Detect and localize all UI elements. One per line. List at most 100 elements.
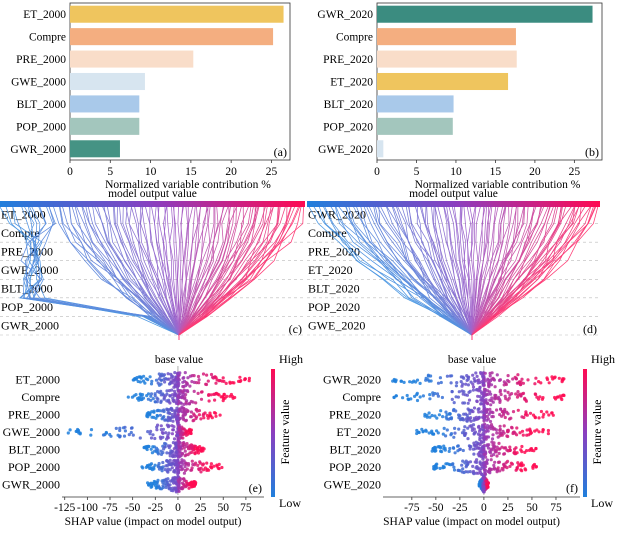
feature-label: GWE_2000 — [1, 263, 58, 277]
shap-point — [488, 419, 493, 424]
shap-point — [506, 412, 510, 416]
shap-point — [468, 418, 472, 422]
shap-point — [202, 416, 206, 420]
shap-point — [182, 477, 186, 481]
shap-point — [483, 426, 487, 430]
shap-point — [510, 392, 514, 396]
shap-point — [418, 395, 422, 399]
shap-point — [490, 415, 494, 419]
shap-point — [209, 393, 213, 397]
shap-point — [153, 436, 157, 441]
shap-point — [139, 393, 143, 397]
shap-point — [199, 397, 204, 401]
shap-point — [168, 454, 172, 458]
decision-line — [471, 204, 599, 340]
x-axis-label: SHAP value (impact on model output) — [383, 516, 560, 528]
shap-point — [516, 390, 520, 394]
shap-point — [155, 396, 159, 400]
shap-point — [190, 380, 194, 384]
shap-point — [547, 413, 551, 417]
shap-point — [482, 440, 486, 444]
decision-panel-c: model output value ET_2000 Compre PRE_2000 G… — [0, 188, 305, 366]
feature-label: POP_2000 — [8, 460, 60, 474]
shap-point — [462, 428, 466, 432]
shap-point — [486, 381, 490, 385]
shap-point — [472, 377, 476, 381]
shap-point — [478, 395, 482, 399]
shap-point — [148, 375, 152, 379]
shap-point — [516, 393, 520, 397]
shap-point — [484, 479, 488, 483]
shap-point — [392, 395, 396, 400]
shap-point — [171, 378, 175, 382]
shap-point — [510, 425, 514, 429]
shap-point — [481, 383, 485, 387]
shap-point — [491, 400, 495, 404]
shap-point — [415, 378, 420, 382]
shap-point — [435, 416, 439, 420]
feature-label: ET_2020 — [308, 263, 353, 277]
feature-dots — [477, 474, 490, 494]
shap-point — [475, 444, 479, 448]
shap-point — [466, 437, 470, 441]
shap-point — [164, 464, 168, 468]
shap-point — [521, 381, 526, 385]
shap-point — [496, 466, 500, 470]
panel-label: (e) — [249, 481, 262, 495]
shap-point — [453, 431, 457, 435]
shap-point — [465, 463, 469, 468]
shap-point — [150, 415, 154, 419]
shap-point — [163, 445, 167, 449]
shap-point — [421, 394, 425, 398]
bar — [70, 117, 140, 135]
shap-point — [161, 392, 165, 396]
shap-point — [167, 462, 171, 466]
shap-point — [165, 423, 169, 427]
shap-point — [526, 378, 530, 382]
feature-dots — [391, 371, 566, 390]
shap-point — [183, 431, 187, 435]
shap-point — [498, 447, 502, 451]
shap-point — [469, 380, 473, 384]
shap-point — [466, 426, 470, 430]
shap-point — [519, 448, 523, 452]
shap-point — [430, 413, 434, 418]
shap-point — [483, 452, 487, 456]
shap-point — [435, 429, 439, 433]
x-tick-label: -100 — [77, 502, 98, 514]
shap-point — [475, 458, 479, 462]
shap-point — [506, 374, 510, 378]
shap-point — [179, 465, 183, 469]
shap-point — [487, 470, 491, 474]
shap-point — [532, 449, 536, 453]
shap-point — [545, 376, 549, 380]
shap-point — [196, 463, 200, 467]
shap-point — [154, 378, 159, 382]
shap-point — [402, 380, 406, 384]
shap-point — [490, 396, 494, 400]
shap-point — [506, 398, 510, 402]
shap-point — [228, 380, 232, 384]
shap-point — [247, 376, 251, 380]
bar-panel-b: GWR_2020 Compre PRE_2020 ET_2020 BLT_2020 POP… — [317, 2, 603, 191]
shap-point — [401, 396, 405, 400]
shap-point — [468, 460, 473, 464]
shap-point — [482, 394, 486, 398]
shap-point — [482, 387, 487, 391]
shap-point — [159, 424, 163, 428]
shap-point — [149, 398, 153, 402]
shap-point — [531, 465, 535, 469]
decision-line — [81, 204, 180, 340]
shap-point — [534, 465, 539, 469]
shap-point — [513, 447, 517, 451]
shap-point — [214, 414, 218, 418]
shap-point — [498, 400, 502, 404]
shap-point — [181, 390, 185, 394]
shap-point — [182, 402, 186, 406]
feature-label: POP_2000 — [1, 300, 53, 314]
shap-point — [486, 446, 491, 450]
shap-point — [468, 389, 472, 393]
shap-point — [511, 377, 515, 381]
shap-point — [541, 415, 545, 419]
shap-point — [506, 428, 510, 433]
